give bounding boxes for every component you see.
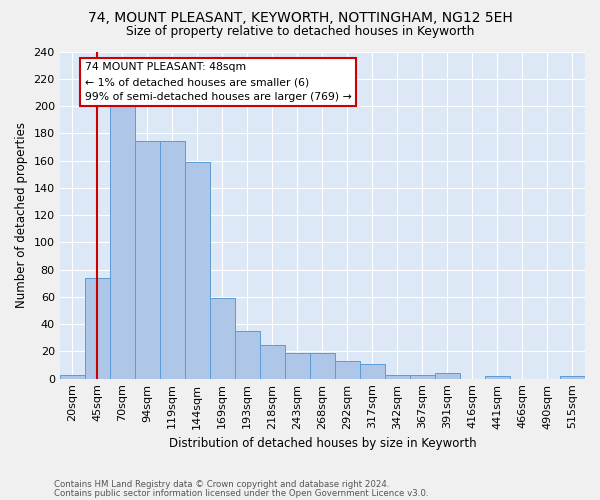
Bar xyxy=(135,142,160,378)
Text: Contains public sector information licensed under the Open Government Licence v3: Contains public sector information licen… xyxy=(54,488,428,498)
Bar xyxy=(235,331,260,378)
Bar xyxy=(360,364,385,378)
Text: 74 MOUNT PLEASANT: 48sqm
← 1% of detached houses are smaller (6)
99% of semi-det: 74 MOUNT PLEASANT: 48sqm ← 1% of detache… xyxy=(85,62,352,102)
X-axis label: Distribution of detached houses by size in Keyworth: Distribution of detached houses by size … xyxy=(169,437,476,450)
Text: Size of property relative to detached houses in Keyworth: Size of property relative to detached ho… xyxy=(126,24,474,38)
Bar xyxy=(435,373,460,378)
Bar xyxy=(285,353,310,378)
Bar xyxy=(110,104,135,378)
Bar xyxy=(260,344,285,378)
Bar xyxy=(210,298,235,378)
Bar xyxy=(185,162,210,378)
Text: 74, MOUNT PLEASANT, KEYWORTH, NOTTINGHAM, NG12 5EH: 74, MOUNT PLEASANT, KEYWORTH, NOTTINGHAM… xyxy=(88,11,512,25)
Bar xyxy=(59,374,85,378)
Bar xyxy=(385,374,410,378)
Bar xyxy=(160,142,185,378)
Bar xyxy=(335,361,360,378)
Y-axis label: Number of detached properties: Number of detached properties xyxy=(15,122,28,308)
Bar xyxy=(485,376,510,378)
Bar xyxy=(85,278,110,378)
Bar xyxy=(560,376,585,378)
Text: Contains HM Land Registry data © Crown copyright and database right 2024.: Contains HM Land Registry data © Crown c… xyxy=(54,480,389,489)
Bar xyxy=(410,374,435,378)
Bar xyxy=(310,353,335,378)
